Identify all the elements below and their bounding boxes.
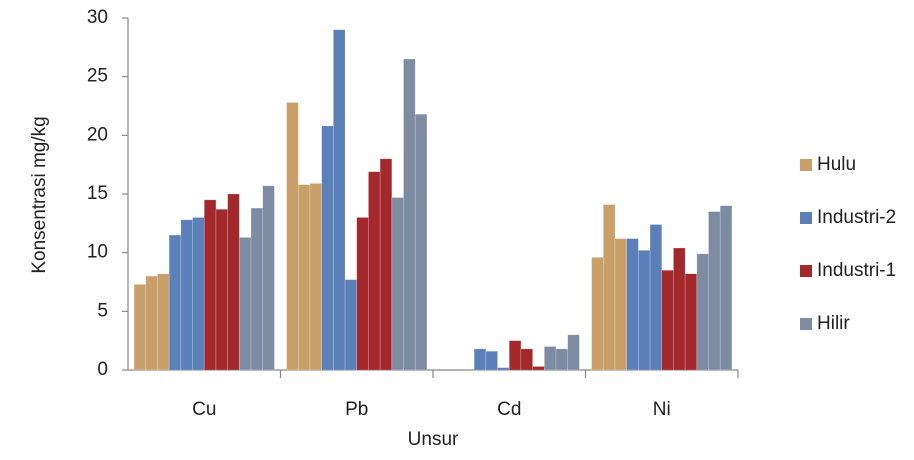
bar	[638, 250, 651, 371]
bar	[555, 348, 569, 371]
x-tick-label: Ni	[653, 399, 671, 420]
bar	[684, 273, 698, 371]
bar	[473, 348, 487, 371]
bar	[250, 207, 264, 371]
legend-swatch	[800, 159, 812, 171]
legend-swatch	[800, 212, 812, 224]
bar	[309, 183, 322, 371]
bar	[414, 113, 428, 371]
bar	[673, 247, 686, 371]
bar	[532, 366, 545, 371]
bar	[168, 234, 182, 371]
bar	[649, 224, 663, 371]
bar	[203, 199, 217, 371]
bar	[297, 184, 311, 371]
bar	[708, 211, 721, 371]
bar	[508, 340, 522, 371]
bar	[192, 217, 205, 371]
x-tick-label: Cd	[497, 399, 521, 420]
bar	[227, 193, 240, 371]
y-tick-label: 30	[87, 7, 108, 28]
legend-swatch	[800, 318, 812, 330]
bar	[239, 237, 252, 371]
y-axis-label: Konsentrasi mg/kg	[29, 116, 50, 273]
bar	[614, 238, 627, 371]
y-tick-label: 15	[87, 183, 108, 204]
bar	[321, 125, 334, 371]
bar	[661, 269, 674, 371]
bar	[696, 253, 709, 371]
bar	[145, 275, 158, 371]
bar	[286, 102, 299, 371]
bar	[344, 279, 358, 371]
x-tick-label: Cu	[192, 399, 216, 420]
bar	[379, 158, 393, 371]
y-tick-label: 0	[97, 359, 108, 380]
bar	[262, 185, 275, 371]
bar	[591, 257, 604, 371]
bar	[520, 348, 533, 371]
bar	[719, 205, 733, 371]
legend-label: Industri-2	[817, 207, 896, 228]
bar	[485, 350, 498, 371]
bar	[391, 197, 404, 371]
bar	[368, 171, 381, 371]
legend-label: Hulu	[817, 154, 856, 175]
x-axis-label: Unsur	[408, 429, 459, 450]
bar	[497, 367, 510, 371]
bar	[333, 29, 346, 371]
bar	[544, 346, 557, 371]
bar	[157, 273, 170, 371]
y-tick-label: 25	[87, 66, 108, 87]
bar	[215, 208, 228, 371]
y-tick-label: 5	[97, 300, 108, 321]
bar	[403, 58, 416, 371]
bar	[602, 204, 616, 371]
x-tick-label: Pb	[345, 399, 368, 420]
legend-label: Industri-1	[817, 260, 896, 281]
y-tick-label: 20	[87, 124, 108, 145]
bar	[567, 334, 580, 371]
legend-label: Hilir	[817, 313, 850, 334]
bar	[133, 284, 147, 371]
y-tick-label: 10	[87, 242, 108, 263]
bar	[180, 219, 193, 371]
bar	[356, 217, 369, 371]
legend-swatch	[800, 265, 812, 277]
bar	[626, 238, 639, 371]
